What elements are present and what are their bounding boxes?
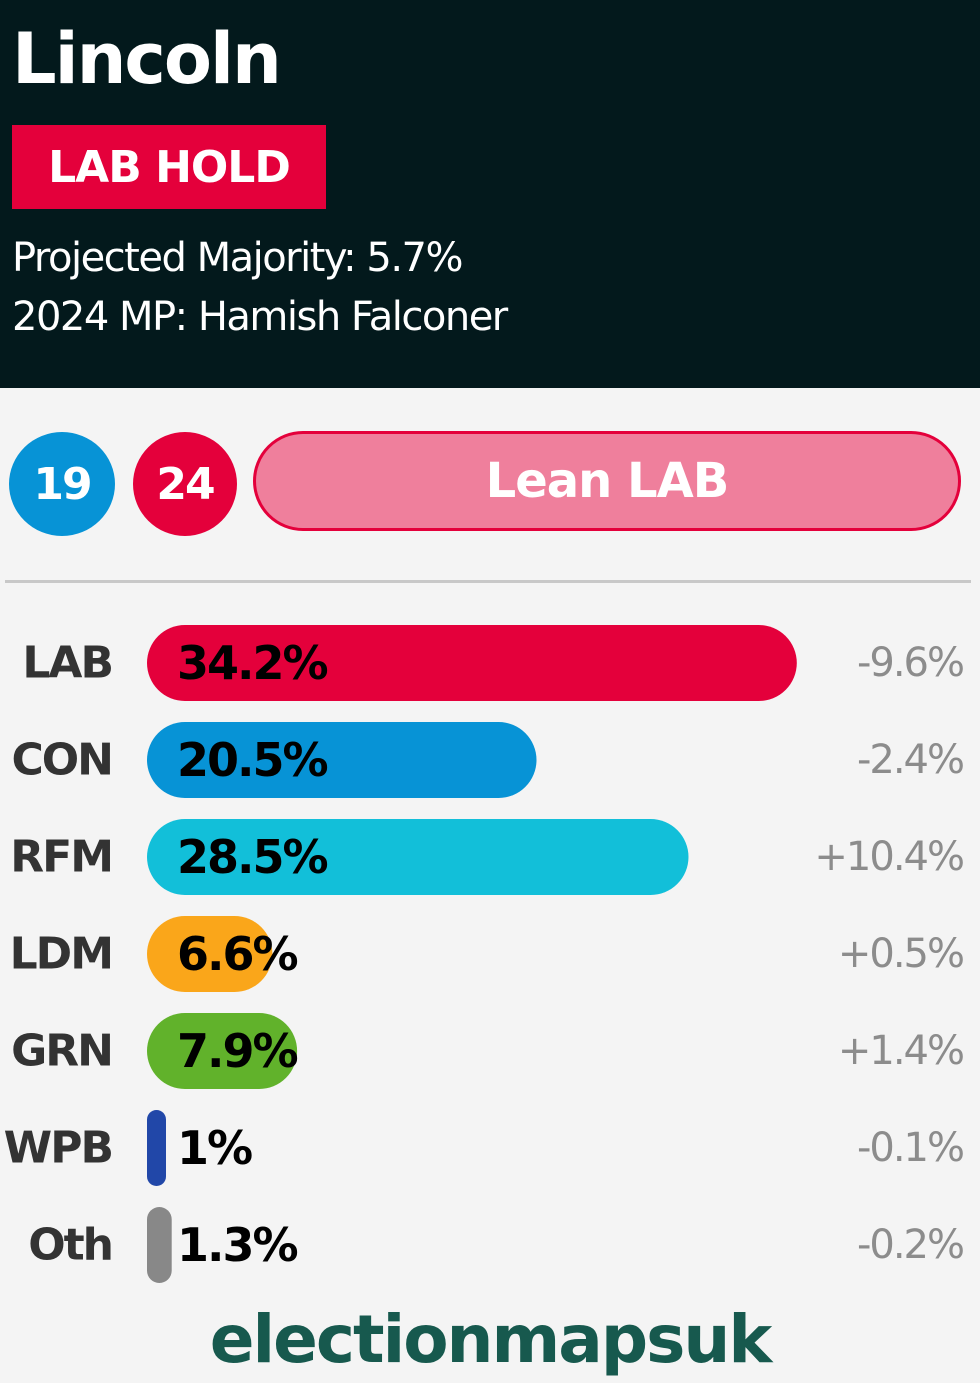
bar-lab xyxy=(147,625,797,701)
bar-oth xyxy=(147,1207,172,1283)
constituency-title: Lincoln xyxy=(12,18,282,100)
lab-score-circle: 24 xyxy=(133,432,237,536)
projected-majority: Projected Majority: 5.7% xyxy=(12,235,464,281)
result-badge: LAB HOLD xyxy=(12,125,326,209)
change-label: -0.2% xyxy=(857,1222,963,1268)
party-label: GRN xyxy=(11,1026,112,1077)
con-score-circle: 19 xyxy=(9,432,115,536)
bar-ldm xyxy=(147,916,273,992)
branding: electionmapsuk xyxy=(209,1301,773,1378)
party-label: Oth xyxy=(28,1220,112,1271)
bar-value-label: 1% xyxy=(177,1121,252,1175)
change-label: -9.6% xyxy=(857,640,963,686)
bar-value-label: 34.2% xyxy=(177,636,327,690)
rating-pill: Lean LAB xyxy=(253,431,961,531)
party-label: WPB xyxy=(4,1123,112,1174)
party-label: RFM xyxy=(10,832,112,883)
party-label: CON xyxy=(11,735,112,786)
change-label: -2.4% xyxy=(857,737,963,783)
header: Lincoln LAB HOLD Projected Majority: 5.7… xyxy=(0,0,980,388)
bar-value-label: 6.6% xyxy=(177,927,297,981)
bar-value-label: 28.5% xyxy=(177,830,327,884)
vote-share-chart: LAB 34.2% -9.6% CON 20.5% -2.4% RFM 28.5% +10.4%… xyxy=(4,625,965,1283)
divider xyxy=(5,580,971,583)
bar-value-label: 20.5% xyxy=(177,733,327,787)
change-label: +1.4% xyxy=(838,1028,963,1074)
bar-grn xyxy=(147,1013,298,1089)
bar-wpb xyxy=(147,1110,166,1186)
party-label: LAB xyxy=(22,638,112,689)
change-label: +10.4% xyxy=(814,834,963,880)
bar-value-label: 7.9% xyxy=(177,1024,297,1078)
bar-value-label: 1.3% xyxy=(177,1218,297,1272)
change-label: -0.1% xyxy=(857,1125,963,1171)
current-mp: 2024 MP: Hamish Falconer xyxy=(12,294,508,340)
change-label: +0.5% xyxy=(838,931,963,977)
bar-rfm xyxy=(147,819,689,895)
bar-con xyxy=(147,722,537,798)
party-label: LDM xyxy=(10,929,112,980)
